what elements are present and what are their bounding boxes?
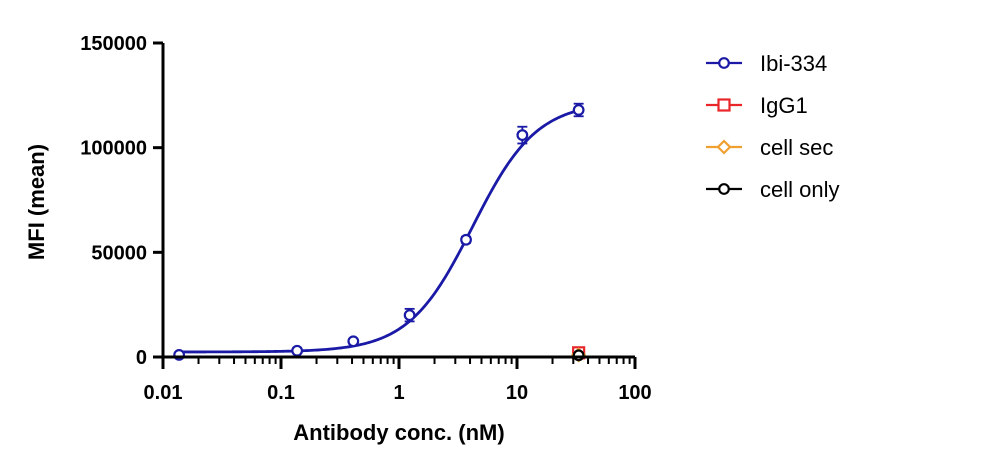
series-cell-only <box>572 349 585 362</box>
data-point <box>572 349 585 362</box>
x-axis-title: Antibody conc. (nM) <box>293 420 504 445</box>
data-point <box>460 233 472 246</box>
y-axis-title: MFI (mean) <box>24 144 49 260</box>
x-tick-label: 0.1 <box>267 382 295 404</box>
legend-marker <box>718 183 730 195</box>
x-tick-label: 10 <box>506 382 528 404</box>
x-tick-label: 0.01 <box>144 382 183 404</box>
legend-entry: Ibi-334 <box>706 51 827 76</box>
data-point <box>403 309 416 322</box>
plot-area <box>173 102 587 363</box>
legend-label: cell only <box>760 177 839 202</box>
y-tick-label: 100000 <box>80 138 147 160</box>
legend-label: cell sec <box>760 135 833 160</box>
data-point <box>291 344 304 357</box>
legend-label: Ibi-334 <box>760 51 827 76</box>
series-ibi-334 <box>173 102 585 361</box>
legend-marker <box>718 57 730 69</box>
x-tick-label: 1 <box>393 382 404 404</box>
legend-marker <box>716 139 732 155</box>
legend-entry: cell sec <box>706 135 833 160</box>
legend-entry: IgG1 <box>706 93 808 118</box>
data-point <box>347 335 360 348</box>
legend: Ibi-334 IgG1 cell sec cell only <box>706 51 839 202</box>
data-point <box>516 129 529 142</box>
fit-curve <box>179 109 580 354</box>
legend-label: IgG1 <box>760 93 808 118</box>
y-tick-label: 0 <box>136 347 147 369</box>
data-point <box>572 104 585 116</box>
x-tick-label: 100 <box>618 382 651 404</box>
legend-entry: cell only <box>706 177 839 202</box>
y-tick-label: 50000 <box>91 242 147 264</box>
legend-marker <box>717 98 731 112</box>
y-tick-label: 150000 <box>80 33 147 55</box>
axes: 0 50000 100000 150000 0.01 0.1 1 10 100 Antibody … <box>24 33 652 445</box>
